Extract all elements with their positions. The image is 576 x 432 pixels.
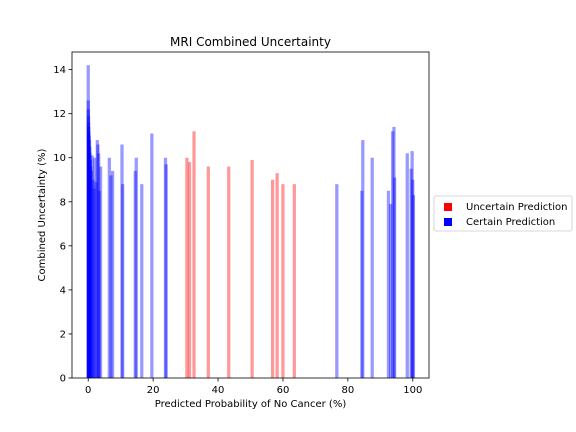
y-tick-label-7: 14 [53,65,66,76]
bar-certain-29 [133,170,137,378]
y-tick-label-4: 8 [60,197,66,208]
bar-certain-12 [89,166,93,378]
bar-certain-24 [107,157,111,378]
x-tick-label-0: 0 [85,385,91,396]
bar-uncertain-6 [270,179,275,378]
legend-label-uncertain: Uncertain Prediction [466,202,567,213]
y-tick-label-2: 4 [60,285,66,296]
y-tick-label-3: 6 [60,241,66,252]
bar-uncertain-8 [281,184,285,378]
bar-certain-0 [86,65,90,378]
legend-swatch-uncertain [444,203,452,211]
bar-certain-30 [134,157,138,378]
chart-title: MRI Combined Uncertainty [170,35,331,49]
bar-certain-38 [370,157,374,378]
y-tick-label-1: 2 [60,329,66,340]
bar-certain-36 [360,190,364,378]
bar-certain-25 [109,175,113,378]
bar-uncertain-0 [185,157,189,378]
bar-certain-43 [392,177,397,378]
bar-certain-19 [95,140,99,378]
x-tick-label-3: 60 [277,385,290,396]
bar-certain-47 [411,179,415,378]
bar-certain-28 [121,184,125,378]
bar-certain-44 [405,153,409,378]
bar-certain-33 [163,157,168,378]
bar-certain-17 [93,157,97,378]
bar-certain-46 [410,151,414,378]
bar-certain-22 [97,190,101,378]
bar-uncertain-5 [250,159,254,378]
bar-certain-34 [164,164,168,378]
bar-certain-48 [411,195,416,378]
bar-certain-11 [88,159,93,378]
bar-certain-7 [87,135,91,378]
bar-certain-6 [87,131,91,378]
bar-certain-35 [335,184,339,378]
legend-swatch-certain [444,218,452,226]
legend-label-certain: Certain Prediction [466,217,555,228]
y-tick-label-6: 12 [53,109,66,120]
bar-uncertain-1 [187,162,192,378]
bar-certain-18 [94,181,98,378]
x-axis-label: Predicted Probability of No Cancer (%) [155,399,347,410]
legend: Uncertain Prediction Certain Prediction [433,195,573,232]
bar-certain-8 [87,140,92,378]
bar-certain-27 [120,144,124,378]
legend-frame [433,195,573,232]
bar-certain-2 [86,109,91,379]
bar-certain-39 [386,190,391,378]
bar-certain-20 [96,144,100,378]
bar-certain-16 [92,188,96,378]
y-tick-label-0: 0 [60,374,66,385]
bar-certain-3 [86,115,91,378]
bar-certain-26 [110,170,115,378]
bar-certain-13 [89,170,94,378]
bar-uncertain-9 [292,184,296,378]
bar-certain-21 [96,153,101,378]
bar-uncertain-3 [206,166,210,378]
x-tick-label-4: 80 [341,385,354,396]
x-tick-label-5: 100 [403,385,422,396]
y-tick-label-5: 10 [53,153,66,164]
plot-frame [71,51,430,379]
x-axis-ticks: 0 20 40 60 80 100 [85,378,422,396]
bar-certain-31 [140,184,144,378]
x-tick-label-2: 40 [212,385,225,396]
bar-certain-42 [392,126,396,378]
bar-certain-41 [391,131,395,378]
bar-certain-4 [86,122,91,379]
bar-certain-45 [409,168,413,378]
bar-certain-40 [389,203,393,378]
bars-layer [86,65,416,379]
bar-certain-14 [90,155,94,378]
bar-certain-23 [98,166,103,378]
bar-certain-1 [86,100,90,379]
bar-uncertain-4 [227,166,231,378]
bar-certain-5 [87,126,91,378]
bar-certain-15 [91,179,95,378]
bar-certain-37 [361,140,365,378]
x-tick-label-1: 20 [147,385,160,396]
bar-certain-9 [88,146,92,378]
bar-certain-32 [150,133,154,378]
y-axis-ticks: 0 2 4 6 8 10 12 14 [53,65,72,385]
bar-certain-10 [88,153,92,378]
bar-uncertain-2 [192,131,196,378]
y-axis-label: Combined Uncertainty (%) [37,148,48,281]
bar-uncertain-7 [275,173,279,378]
